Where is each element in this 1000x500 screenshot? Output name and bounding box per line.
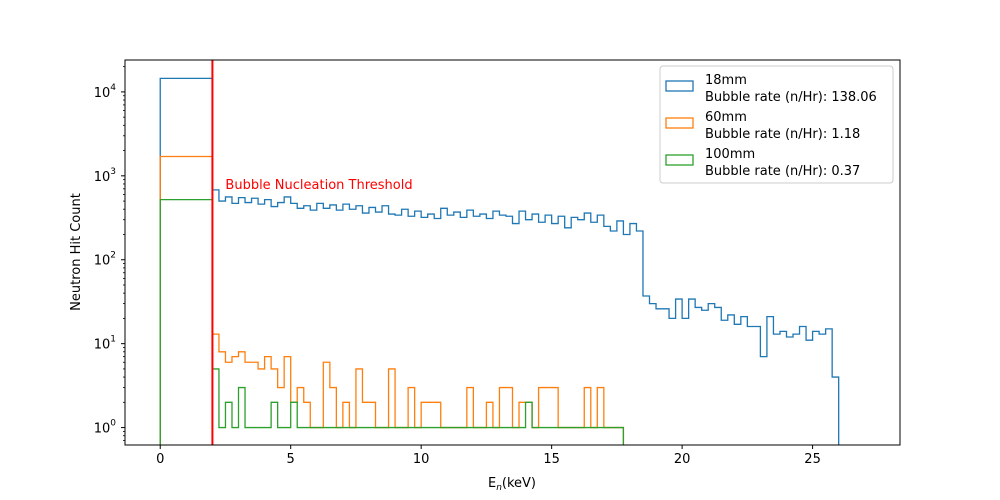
x-tick-label: 5 bbox=[287, 452, 295, 467]
legend-label-100mm: 100mm bbox=[705, 147, 755, 162]
y-tick-base: 10 bbox=[94, 86, 111, 101]
y-tick-exponent: 4 bbox=[110, 83, 116, 93]
x-axis: 0 5 10 15 20 25 bbox=[156, 445, 821, 467]
series-step-18mm bbox=[159, 77, 840, 445]
legend-rate-100mm: Bubble rate (n/Hr): 0.37 bbox=[705, 164, 860, 179]
y-tick-base: 10 bbox=[94, 170, 111, 185]
y-tick-label: 102 bbox=[94, 251, 116, 269]
legend: 18mm Bubble rate (n/Hr): 138.06 60mm Bubble… bbox=[659, 65, 894, 184]
legend-swatch-100mm bbox=[665, 154, 694, 166]
legend-swatch-60mm bbox=[665, 117, 694, 129]
y-tick-label: 103 bbox=[94, 167, 116, 185]
legend-label-18mm: 18mm bbox=[705, 73, 747, 88]
x-tick-label: 10 bbox=[413, 452, 430, 467]
y-axis-label: Neutron Hit Count bbox=[69, 193, 84, 311]
y-tick-label: 100 bbox=[94, 419, 117, 437]
x-axis-label: En(keV) bbox=[488, 476, 536, 493]
threshold-label: Bubble Nucleation Threshold bbox=[225, 178, 412, 193]
series-step-60mm bbox=[159, 155, 625, 445]
x-axis-label-unit: (keV) bbox=[502, 476, 536, 491]
x-tick-label: 0 bbox=[156, 452, 164, 467]
y-tick-base: 10 bbox=[94, 422, 111, 437]
legend-rate-60mm: Bubble rate (n/Hr): 1.18 bbox=[705, 127, 860, 142]
x-axis-label-main: E bbox=[488, 476, 496, 491]
x-tick-label: 25 bbox=[804, 452, 821, 467]
legend-box bbox=[659, 65, 894, 184]
legend-swatch-18mm bbox=[665, 80, 694, 92]
x-axis-label-sub: n bbox=[496, 483, 502, 493]
y-tick-base: 10 bbox=[94, 254, 111, 269]
x-tick-label: 15 bbox=[543, 452, 560, 467]
y-tick-exponent: 3 bbox=[110, 167, 116, 177]
series-step-100mm bbox=[159, 199, 625, 445]
threshold-layer: Bubble Nucleation Threshold bbox=[211, 60, 413, 445]
y-tick-base: 10 bbox=[94, 338, 111, 353]
y-tick-label: 101 bbox=[94, 335, 116, 353]
plot-frame bbox=[124, 59, 901, 446]
legend-rate-18mm: Bubble rate (n/Hr): 138.06 bbox=[705, 90, 877, 105]
legend-label-60mm: 60mm bbox=[705, 110, 747, 125]
y-tick-label: 104 bbox=[94, 83, 117, 101]
y-tick-exponent: 0 bbox=[110, 419, 116, 429]
y-tick-exponent: 1 bbox=[110, 335, 116, 345]
y-tick-exponent: 2 bbox=[110, 251, 116, 261]
series-layer bbox=[159, 77, 840, 445]
x-tick-label: 20 bbox=[674, 452, 691, 467]
